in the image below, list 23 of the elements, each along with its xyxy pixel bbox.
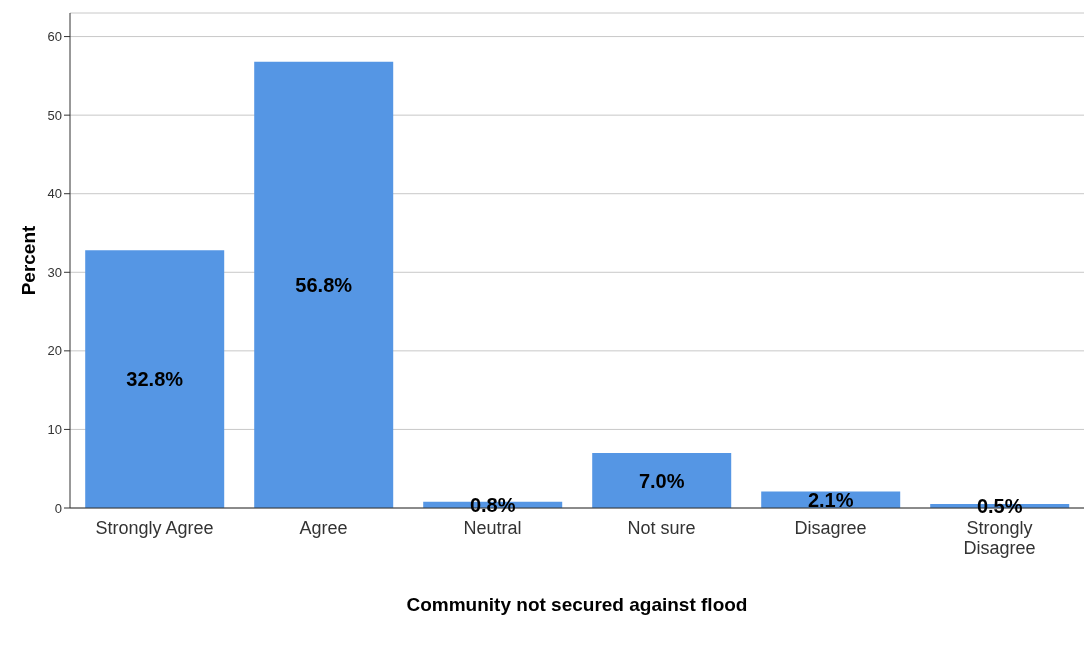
bar [254,61,394,508]
data-label: 32.8% [126,368,184,391]
y-tick-label: 60 [47,29,62,45]
data-label: 56.8% [295,273,353,296]
x-tick-label: Disagree [794,518,867,538]
x-tick-label: Agree [299,518,348,538]
y-tick-label: 0 [54,500,62,516]
bar [85,250,225,508]
x-tick-label: Neutral [463,518,522,538]
x-tick-label: Strongly Agree [95,518,214,538]
y-tick-label: 30 [47,264,62,280]
y-tick-label: 50 [47,107,62,123]
y-axis-title: Percent [17,224,39,296]
data-label: 2.1% [807,488,854,511]
x-tick-label: Strongly Disagree [963,518,1036,558]
y-tick-label: 10 [47,422,62,438]
data-label: 0.5% [976,495,1023,518]
x-axis-title: Community not secured against flood [406,594,748,616]
y-tick-label: 20 [47,343,62,359]
data-label: 7.0% [638,469,685,492]
bar [592,453,732,508]
y-tick-label: 40 [47,186,62,202]
x-tick-label: Not sure [627,518,696,538]
